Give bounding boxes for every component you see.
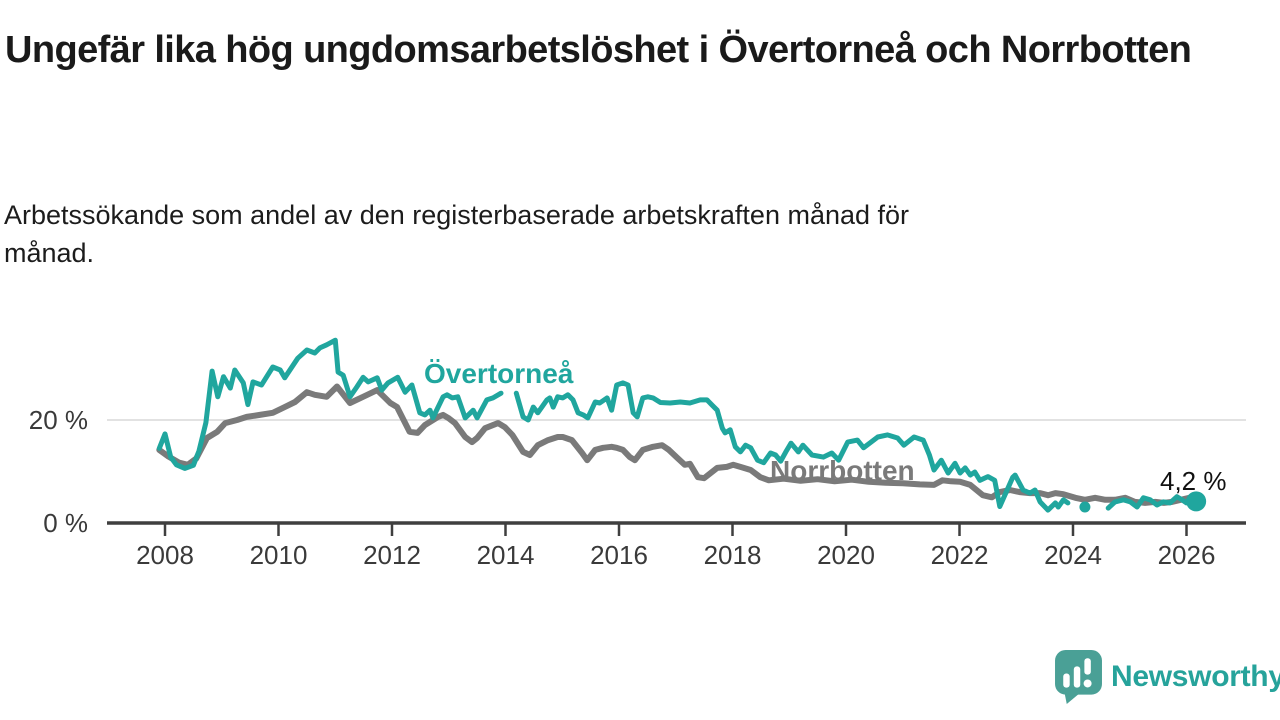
- newsworthy-logo-icon: [1055, 650, 1102, 704]
- y-axis-label-20: 20 %: [28, 405, 88, 435]
- x-axis-label-2010: 2010: [249, 540, 308, 570]
- x-axis-label-2020: 2020: [817, 540, 875, 570]
- x-axis-label-2024: 2024: [1044, 540, 1102, 570]
- series-marker-övertorneå: [1186, 491, 1207, 512]
- x-axis-label-2018: 2018: [703, 540, 762, 570]
- page-title: Ungefär lika hög ungdomsarbetslöshet i Ö…: [5, 29, 1192, 71]
- x-axis-label-2016: 2016: [590, 540, 648, 570]
- chart-subtitle: Arbetssökande som andel av den registerb…: [4, 196, 1194, 273]
- series-marker-övertorneå: [1079, 501, 1091, 513]
- x-axis-label-2026: 2026: [1157, 540, 1216, 570]
- newsworthy-logo[interactable]: Newsworthy: [1055, 650, 1280, 704]
- chart-subtitle-line2: månad.: [4, 238, 95, 269]
- x-axis-label-2008: 2008: [136, 540, 194, 570]
- last-value-annotation: 4,2 %: [1160, 466, 1227, 496]
- chart-subtitle-line1: Arbetssökande som andel av den registerb…: [4, 200, 910, 230]
- y-axis-label-0: 0 %: [43, 508, 88, 538]
- newsworthy-wordmark: Newsworthy: [1111, 660, 1280, 693]
- series-line-övertorneå: [156, 337, 1199, 513]
- series-label-norrbotten: Norrbotten: [770, 455, 915, 486]
- x-axis-label-2014: 2014: [476, 540, 535, 570]
- x-axis-label-2022: 2022: [930, 540, 989, 570]
- x-axis-label-2012: 2012: [363, 540, 421, 570]
- series-label-overtornea: Övertorneå: [424, 358, 574, 389]
